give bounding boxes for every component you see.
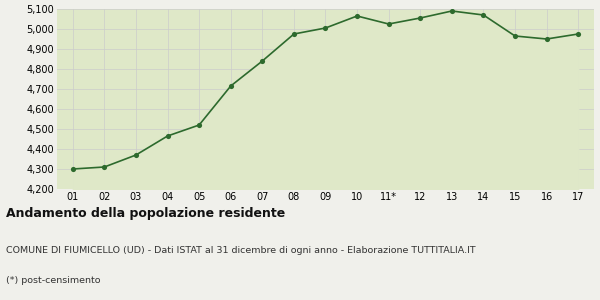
Point — [163, 134, 172, 138]
Point — [384, 22, 394, 26]
Point — [194, 123, 204, 128]
Point — [510, 34, 520, 38]
Point — [542, 37, 551, 41]
Text: (*) post-censimento: (*) post-censimento — [6, 276, 101, 285]
Point — [131, 153, 141, 158]
Point — [320, 26, 330, 30]
Point — [447, 9, 457, 14]
Point — [352, 14, 362, 18]
Point — [257, 58, 267, 63]
Text: Andamento della popolazione residente: Andamento della popolazione residente — [6, 207, 285, 220]
Point — [479, 13, 488, 17]
Point — [100, 165, 109, 170]
Point — [289, 32, 299, 36]
Text: COMUNE DI FIUMICELLO (UD) - Dati ISTAT al 31 dicembre di ogni anno - Elaborazion: COMUNE DI FIUMICELLO (UD) - Dati ISTAT a… — [6, 246, 476, 255]
Point — [226, 84, 236, 88]
Point — [415, 16, 425, 20]
Point — [68, 167, 77, 171]
Point — [574, 32, 583, 36]
